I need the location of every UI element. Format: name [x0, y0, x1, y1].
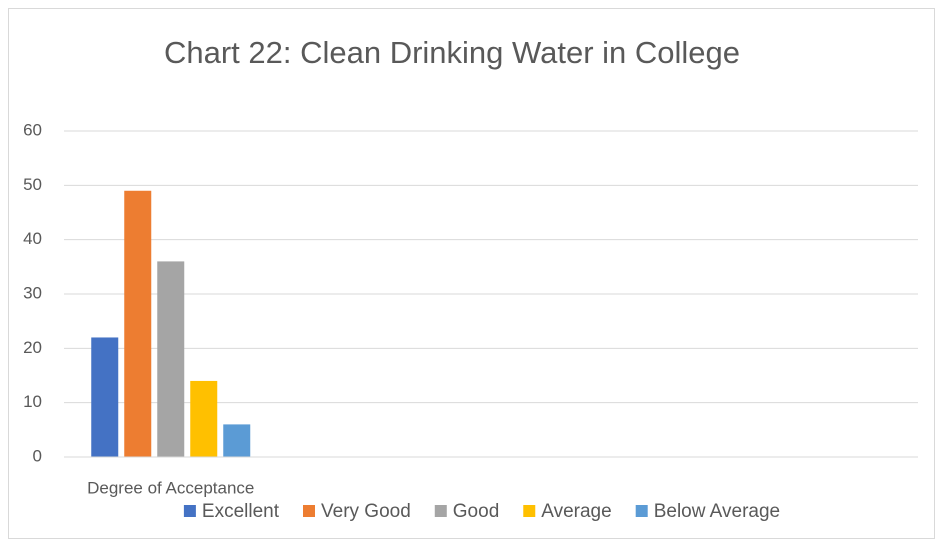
legend-label: Excellent [202, 501, 280, 522]
y-tick-label: 0 [33, 446, 42, 465]
legend-label: Very Good [321, 501, 411, 522]
bar [223, 424, 251, 457]
y-tick-label: 50 [23, 175, 42, 194]
legend-swatch [434, 505, 447, 517]
legend-label: Below Average [654, 501, 780, 522]
y-tick-label: 30 [23, 283, 42, 302]
legend-swatch [523, 505, 536, 517]
legend-swatch [183, 505, 196, 517]
x-tick-label: Degree of Acceptance [87, 478, 254, 497]
y-tick-label: 20 [23, 338, 42, 357]
legend-label: Average [541, 501, 611, 522]
legend-swatch [635, 505, 648, 517]
chart-title: Chart 22: Clean Drinking Water in Colleg… [164, 35, 740, 70]
bar [190, 380, 218, 457]
bar [124, 190, 152, 457]
y-tick-label: 40 [23, 229, 42, 248]
bar [157, 261, 185, 457]
y-tick-label: 60 [23, 120, 42, 139]
legend-label: Good [453, 501, 499, 522]
y-tick-label: 10 [23, 392, 42, 411]
legend-swatch [303, 505, 315, 517]
bar [91, 337, 119, 457]
